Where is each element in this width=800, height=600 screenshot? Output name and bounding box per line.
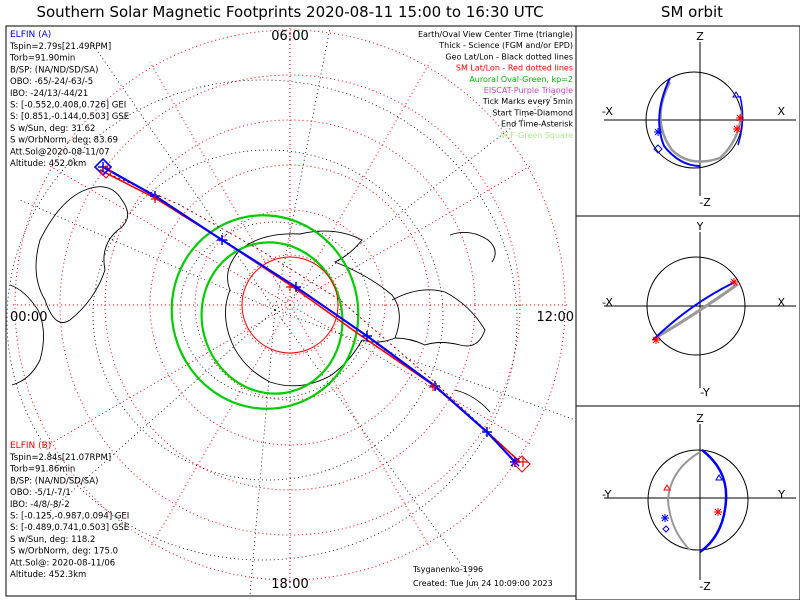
elfin-a-info-line: B/SP: (NA/ND/SD/SA) (10, 65, 98, 75)
time-label-bottom: 18:00 (271, 577, 308, 592)
legend-item: Auroral Oval-Green, kp=2 (469, 75, 573, 84)
auroral-oval (170, 214, 360, 410)
time-label-right: 12:00 (537, 310, 574, 325)
time-label-left: 00:00 (10, 310, 47, 325)
orbit-panel-xz (575, 25, 800, 217)
elfin-a-info-line: Tspin=2.79s[21.49RPM] (9, 42, 111, 52)
map-frame (5, 25, 577, 597)
start-diamond-markers (93, 157, 113, 179)
legend-item: End Time-Asterisk (501, 120, 573, 129)
orbit2-top-label: Y (696, 220, 704, 233)
orbit-title: SM orbit (661, 3, 723, 21)
orbit3-right-label: Y (777, 488, 785, 501)
elfin-b-geo-footprint (99, 169, 521, 463)
figure-title: Southern Solar Magnetic Footprints 2020-… (36, 3, 543, 21)
elfin-b-info-line: IBO: -4/8/-8/-2 (10, 500, 70, 510)
orbit1-left-label: -X (602, 105, 613, 118)
orbit2-left-label: -X (602, 296, 613, 309)
elfin-a-info-line: Att.Sol@2020-08-11/07 (10, 147, 110, 157)
orbit1-bottom-label: -Z (699, 196, 711, 209)
coastlines (9, 186, 496, 413)
elfin-a-label: ELFIN (A) (10, 30, 51, 40)
elfin-a-info-line: S: [0.851,-0.144,0.503] GSE (10, 112, 129, 122)
elfin-a-info-line: IBO: -24/13/-44/21 (10, 89, 88, 99)
legend-item: SM Lat/Lon - Red dotted lines (456, 64, 573, 73)
elfin-a-track (102, 166, 516, 463)
legend-item: Geo Lat/Lon - Black dotted lines (445, 52, 573, 61)
elfin-a-info-line: S: [-0.552,0.408,0.726] GEI (10, 101, 126, 111)
orbit1-right-label: X (777, 105, 785, 118)
sm-center-circle (241, 256, 339, 354)
legend-item: Start Time-Diamond (492, 108, 573, 117)
elfin-b-info-line: Torb=91.86min (9, 465, 75, 475)
elfin-a-info: ELFIN (A) Tspin=2.79s[21.49RPM] Torb=91.9… (9, 30, 129, 169)
elfin-a-info-line: Altitude: 452.0km (10, 159, 86, 169)
orbit-panel-1-plot: Z -Z -X X (602, 30, 796, 209)
orbit2-right-label: X (777, 296, 785, 309)
legend-item: EISCAT-Purple Triangle (484, 86, 573, 95)
elfin-a-info-line: Torb=91.90min (9, 54, 75, 64)
orbit-panel-yz (575, 405, 800, 600)
geo-grid (6, 27, 576, 596)
time-label-top: 06:00 (271, 29, 308, 44)
elfin-b-info-line: Altitude: 452.3km (10, 570, 86, 580)
elfin-b-info-line: S: [-0.489,0.741,0.503] GSE (10, 523, 129, 533)
polar-map (6, 26, 576, 596)
legend-item: Thick - Science (FGM and/or EPD) (438, 41, 573, 50)
elfin-a-info-line: OBO: -65/-24/-63/-5 (10, 77, 93, 87)
orbit3-left-label: -Y (602, 488, 612, 501)
elfin-a-info-line: S w/OrbNorm, deg: 83.69 (10, 136, 118, 146)
elfin-b-info-line: B/SP: (NA/ND/SD/SA) (10, 476, 98, 486)
orbit2-bottom-label: -Y (700, 386, 710, 399)
elfin-b-info-line: Tspin=2.84s[21.07RPM] (9, 453, 111, 463)
legend-item: VLF-Green Square (500, 131, 573, 140)
orbit-panel-3-plot: Z -Z -Y Y (602, 412, 796, 593)
elfin-b-info-line: Att.Sol@: 2020-08-11/06 (10, 558, 115, 568)
elfin-b-info-line: S w/Sun, deg: 118.2 (10, 535, 95, 545)
elfin-b-info-line: S w/OrbNorm, deg: 175.0 (10, 547, 118, 557)
orbit3-top-label: Z (696, 412, 704, 425)
elfin-b-label: ELFIN (B) (10, 441, 51, 451)
sm-orbit-panels: Z -Z -X X Y -Y -X X (575, 25, 800, 600)
elfin-a-info-line: S w/Sun, deg: 31.62 (10, 124, 95, 134)
elfin-b-info: ELFIN (B) Tspin=2.84s[21.07RPM] Torb=91.8… (9, 441, 129, 580)
legend-item: Tick Marks every 5min (482, 97, 573, 106)
legend-item: Earth/Oval View Center Time (triangle) (418, 30, 573, 39)
created-label: Created: Tue Jun 24 10:09:00 2023 (413, 579, 553, 588)
elfin-b-info-line: OBO: -5/1/-7/1 (10, 488, 71, 498)
end-asterisk-markers (510, 455, 531, 473)
elfin-b-tick-marks (151, 195, 437, 391)
orbit-panel-2-plot: Y -Y -X X (602, 220, 796, 399)
map-legend: Earth/Oval View Center Time (triangle) Th… (418, 30, 573, 140)
orbit1-top-label: Z (696, 30, 704, 43)
model-label: Tsyganenko-1996 (412, 565, 483, 574)
elfin-b-info-line: S: [-0.125,-0.987,0.094] GEI (10, 512, 129, 522)
orbit3-bottom-label: -Z (699, 580, 711, 593)
